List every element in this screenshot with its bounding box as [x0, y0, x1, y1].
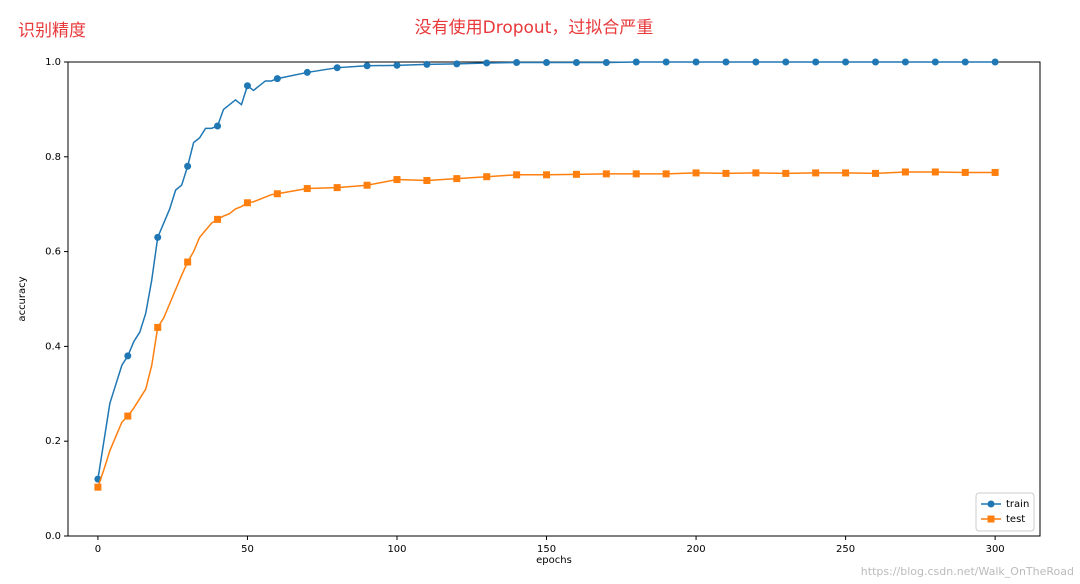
- data-point: [124, 352, 132, 360]
- watermark: https://blog.csdn.net/Walk_OnTheRoad: [861, 565, 1074, 578]
- data-point: [901, 168, 909, 176]
- data-point: [124, 412, 132, 420]
- data-point: [333, 64, 341, 72]
- data-point: [812, 169, 820, 177]
- data-point: [692, 169, 700, 177]
- data-point: [363, 181, 371, 189]
- data-point: [632, 170, 640, 178]
- data-point: [662, 58, 670, 66]
- data-point: [931, 58, 939, 66]
- data-point: [752, 58, 760, 66]
- data-point: [782, 58, 790, 66]
- data-point: [303, 185, 311, 193]
- data-point: [961, 58, 969, 66]
- data-point: [842, 169, 850, 177]
- data-point: [94, 483, 102, 491]
- data-point: [602, 170, 610, 178]
- y-tick-label: 0.0: [45, 531, 61, 542]
- data-point: [154, 233, 162, 241]
- x-tick-label: 250: [836, 544, 855, 555]
- data-point: [453, 60, 461, 68]
- data-point: [692, 58, 700, 66]
- data-point: [393, 61, 401, 69]
- data-point: [602, 58, 610, 66]
- legend-marker: [987, 500, 995, 508]
- legend-marker: [987, 515, 995, 523]
- data-point: [632, 58, 640, 66]
- data-point: [991, 168, 999, 176]
- y-tick-label: 0.6: [45, 247, 61, 258]
- x-tick-label: 0: [95, 544, 101, 555]
- data-point: [513, 171, 521, 179]
- legend-label: test: [1006, 514, 1025, 525]
- data-point: [572, 170, 580, 178]
- x-tick-label: 100: [387, 544, 406, 555]
- data-point: [243, 82, 251, 90]
- data-point: [483, 59, 491, 67]
- data-point: [393, 176, 401, 184]
- x-tick-label: 50: [241, 544, 254, 555]
- data-point: [572, 58, 580, 66]
- x-tick-label: 150: [537, 544, 556, 555]
- data-point: [333, 184, 341, 192]
- y-tick-label: 1.0: [45, 57, 61, 68]
- data-point: [722, 58, 730, 66]
- data-point: [872, 58, 880, 66]
- data-point: [363, 62, 371, 70]
- data-point: [782, 169, 790, 177]
- data-point: [273, 75, 281, 83]
- data-point: [453, 175, 461, 183]
- x-tick-label: 200: [687, 544, 706, 555]
- data-point: [214, 215, 222, 223]
- data-point: [872, 169, 880, 177]
- data-point: [483, 173, 491, 181]
- data-point: [303, 68, 311, 76]
- data-point: [931, 168, 939, 176]
- data-point: [752, 169, 760, 177]
- data-point: [662, 170, 670, 178]
- data-point: [812, 58, 820, 66]
- data-point: [423, 60, 431, 68]
- y-tick-label: 0.8: [45, 152, 61, 163]
- data-point: [842, 58, 850, 66]
- y-tick-label: 0.4: [45, 341, 61, 352]
- data-point: [423, 177, 431, 184]
- y-axis-label: accuracy: [17, 276, 28, 321]
- x-tick-label: 300: [986, 544, 1005, 555]
- legend-label: train: [1006, 499, 1029, 510]
- data-point: [243, 199, 251, 207]
- data-point: [961, 168, 969, 176]
- data-point: [543, 58, 551, 66]
- data-point: [273, 190, 281, 198]
- data-point: [184, 162, 192, 170]
- series-line: [97, 61, 996, 480]
- data-point: [991, 58, 999, 66]
- plot-frame: [67, 61, 1041, 537]
- x-axis-label: epochs: [536, 555, 572, 566]
- data-point: [543, 171, 551, 179]
- data-point: [901, 58, 909, 66]
- y-tick-label: 0.2: [45, 436, 61, 447]
- series-line: [97, 171, 996, 488]
- data-point: [154, 323, 162, 331]
- data-point: [722, 169, 730, 177]
- chart-subtitle: 识别精度: [18, 21, 86, 41]
- data-point: [184, 258, 192, 266]
- chart-title: 没有使用Dropout，过拟合严重: [415, 17, 654, 38]
- data-point: [513, 58, 521, 66]
- data-point: [214, 122, 222, 130]
